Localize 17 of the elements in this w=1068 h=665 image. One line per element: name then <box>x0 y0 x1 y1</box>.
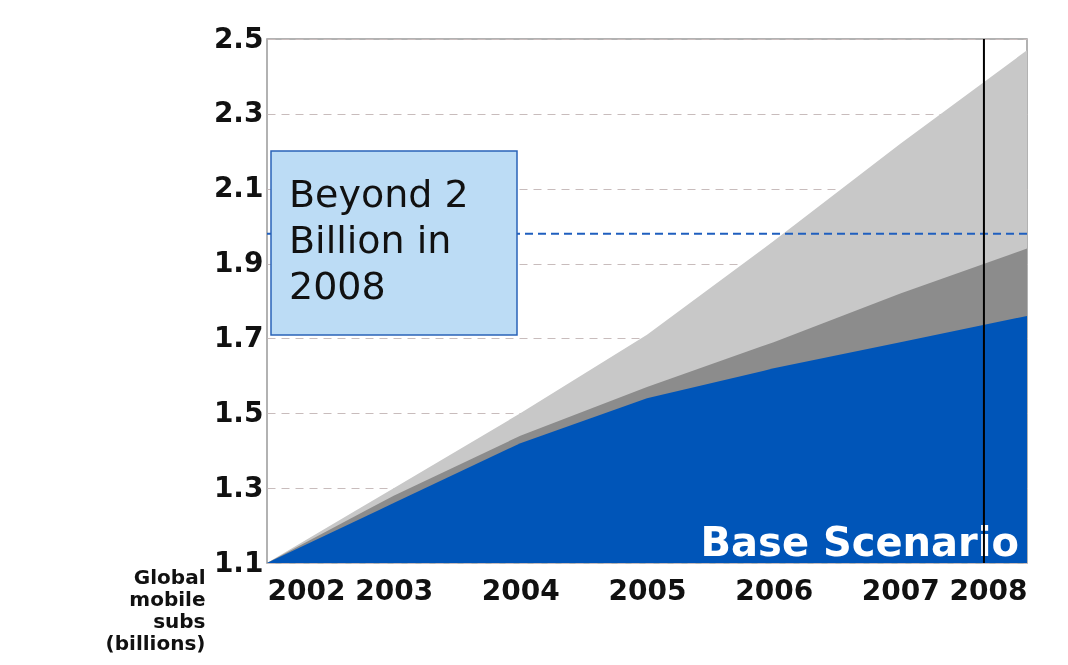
annotation: Beyond 2 Billion in 2008 <box>289 172 469 308</box>
x-tick-label: 2005 <box>608 573 687 607</box>
x-tick-label: 2006 <box>735 573 814 607</box>
x-tick-label: 2002 <box>267 573 346 607</box>
x-tick-label: 2007 <box>861 573 940 607</box>
x-tick-label: 2003 <box>355 573 434 607</box>
y-tick-label: 2.3 <box>213 96 264 130</box>
y-axis-title: Global mobile subs (billions) <box>105 564 206 655</box>
y-tick-label: 1.1 <box>213 545 264 579</box>
y-tick-label: 1.5 <box>213 395 264 429</box>
y-tick-label: 1.9 <box>213 246 264 280</box>
y-tick-label: 1.7 <box>213 320 264 354</box>
x-tick-label: 2008 <box>949 573 1028 607</box>
x-tick-label: 2004 <box>481 573 560 607</box>
y-tick-label: 1.3 <box>213 470 264 504</box>
y-tick-label: 2.5 <box>213 21 264 55</box>
y-tick-label: 2.1 <box>213 171 264 205</box>
